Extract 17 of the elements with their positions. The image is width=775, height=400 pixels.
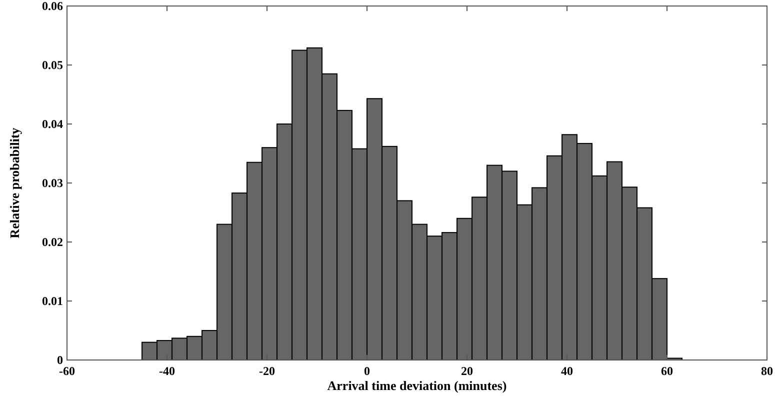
y-tick-label: 0 bbox=[57, 353, 63, 367]
y-tick-label: 0.06 bbox=[42, 0, 63, 13]
y-tick-label: 0.04 bbox=[42, 117, 63, 131]
x-axis-title: Arrival time deviation (minutes) bbox=[327, 378, 507, 393]
y-tick-label: 0.02 bbox=[42, 235, 63, 249]
y-tick-label: 0.03 bbox=[42, 176, 63, 190]
y-tick-label: 0.01 bbox=[42, 294, 63, 308]
x-tick-label: 60 bbox=[661, 364, 673, 378]
y-tick-label: 0.05 bbox=[42, 58, 63, 72]
x-tick-label: -20 bbox=[259, 364, 275, 378]
x-tick-label: -40 bbox=[159, 364, 175, 378]
x-tick-label: -60 bbox=[59, 364, 75, 378]
x-tick-label: 40 bbox=[561, 364, 573, 378]
x-tick-label: 20 bbox=[461, 364, 473, 378]
y-axis-title: Relative probability bbox=[7, 127, 22, 238]
x-tick-label: 80 bbox=[761, 364, 773, 378]
x-tick-label: 0 bbox=[364, 364, 370, 378]
